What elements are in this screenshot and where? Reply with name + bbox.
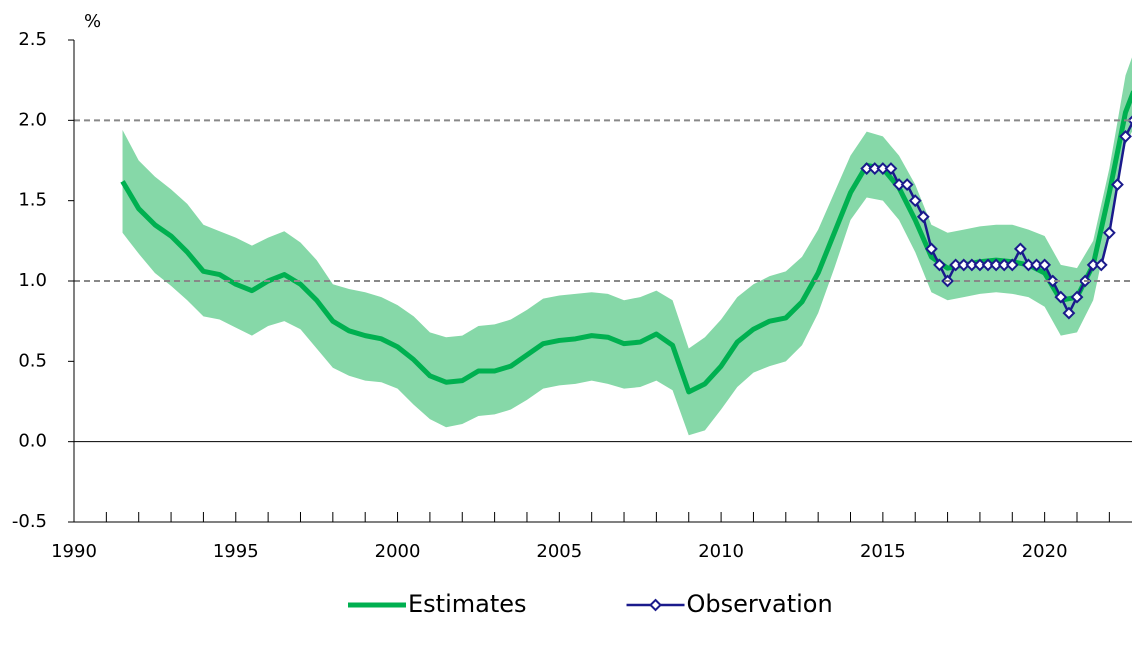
x-tick-label: 1995 (213, 541, 259, 562)
y-tick-label: 2.0 (18, 109, 47, 130)
observation-marker (973, 258, 987, 272)
x-tick-label: 1990 (51, 541, 97, 562)
observation-marker (1127, 115, 1132, 126)
observation-marker (916, 210, 930, 224)
observation-marker (876, 162, 890, 175)
y-tick-label: -0.5 (12, 511, 47, 532)
observation-marker (1062, 306, 1076, 320)
observation-marker (1030, 258, 1043, 272)
legend: Estimates Observation (348, 590, 833, 618)
observation-marker (989, 258, 1003, 272)
observation-marker (924, 242, 938, 256)
y-axis-unit: % (84, 11, 101, 32)
x-tick-label: 2010 (698, 541, 744, 562)
observation-marker (892, 178, 906, 192)
y-tick-label: 0.0 (18, 431, 47, 452)
observation-marker (1005, 258, 1019, 272)
legend-label: Estimates (408, 590, 527, 618)
observation-marker (908, 194, 922, 208)
plot-area (120, 57, 1132, 436)
y-tick-label: 1.5 (18, 190, 47, 211)
legend-label: Observation (687, 590, 833, 618)
x-tick-label: 2015 (860, 541, 906, 562)
observation-marker (1013, 242, 1027, 256)
observation-marker (997, 258, 1011, 272)
observation-marker (1111, 178, 1124, 192)
axes: -0.5 0.0 0.5 1.0 1.5 2.0 2.5 1990 1995 2000 2005 20… (12, 29, 1132, 562)
y-tick-label: 1.0 (18, 270, 47, 291)
y-tick-label: 2.5 (18, 29, 47, 50)
x-tick-label: 2000 (375, 541, 421, 562)
observation-marker (957, 258, 971, 272)
observation-marker (981, 258, 995, 272)
observation-marker (860, 162, 874, 175)
x-tick-label: 2020 (1022, 541, 1068, 562)
observation-marker (1119, 129, 1132, 143)
observation-marker (933, 258, 946, 272)
observation-marker (900, 178, 914, 192)
observation-marker (965, 258, 979, 272)
observation-marker (884, 162, 898, 175)
x-tick-label: 2005 (536, 541, 582, 562)
observation-marker (1086, 258, 1100, 272)
confidence-band (122, 57, 1132, 436)
observation-marker (1102, 226, 1116, 240)
observation-marker (1070, 290, 1084, 304)
observation-marker (1022, 258, 1035, 272)
observation-marker (1038, 258, 1052, 272)
legend-marker (649, 598, 662, 612)
observation-marker (949, 258, 963, 272)
observation-marker (1094, 258, 1108, 272)
observation-marker (1046, 274, 1060, 288)
y-tick-label: 0.5 (18, 350, 47, 371)
observation-marker (868, 162, 882, 175)
observation-marker (1054, 290, 1068, 304)
